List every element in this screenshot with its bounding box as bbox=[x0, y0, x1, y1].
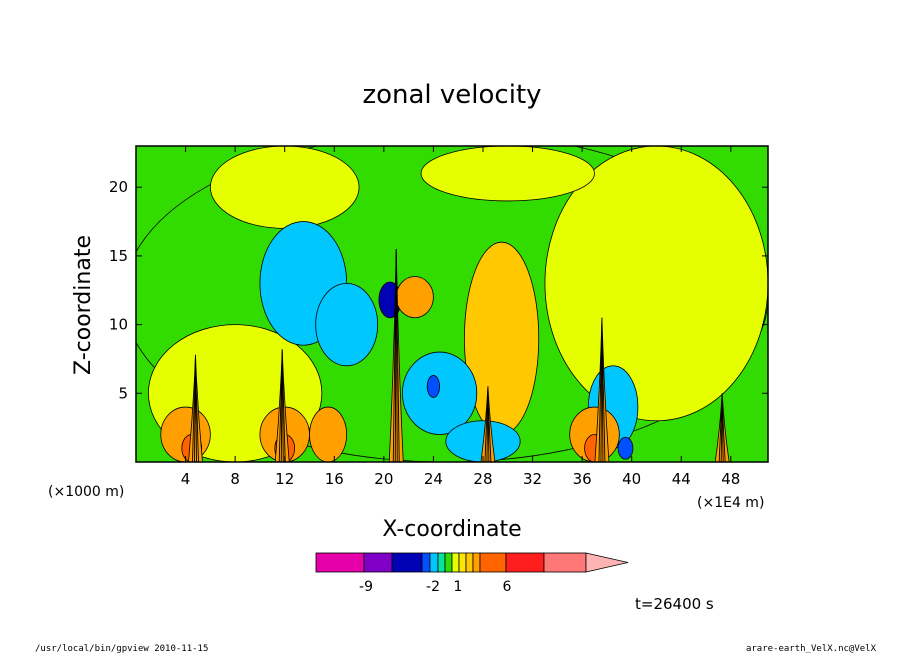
x-tick-label: 16 bbox=[325, 470, 344, 488]
y-tick-label: 5 bbox=[118, 384, 128, 402]
footer-left: /usr/local/bin/gpview 2010-11-15 bbox=[35, 644, 208, 654]
colorbar-cell bbox=[444, 552, 453, 573]
contour-region bbox=[617, 436, 634, 460]
contour-region bbox=[209, 146, 360, 229]
x-axis: 4 8 12 16 20 24 28 32 36 40 44 48 bbox=[181, 146, 740, 488]
plot-area bbox=[136, 146, 768, 462]
colorbar-cell bbox=[451, 552, 460, 573]
plume-contour bbox=[281, 358, 286, 462]
y-tick-label: 15 bbox=[109, 247, 128, 265]
colorbar-cell bbox=[458, 552, 467, 573]
colorbar-cell bbox=[429, 552, 439, 573]
y-tick-label: 20 bbox=[109, 178, 128, 196]
x-unit-left: (×1000 m) bbox=[48, 484, 124, 500]
contour-region bbox=[402, 351, 478, 435]
contour-region bbox=[315, 282, 379, 367]
x-tick-label: 12 bbox=[275, 470, 294, 488]
y-axis: 5 10 15 20 bbox=[109, 178, 768, 402]
colorbar-cell bbox=[465, 552, 474, 573]
x-tick-label: 24 bbox=[424, 470, 443, 488]
plume-contour bbox=[721, 402, 726, 462]
colorbar-cell bbox=[363, 552, 393, 573]
colorbar-cell bbox=[472, 552, 481, 573]
convective-plumes bbox=[188, 249, 730, 462]
x-tick-label: 8 bbox=[230, 470, 240, 488]
x-unit-right: (×1E4 m) bbox=[697, 495, 764, 511]
colorbar-label: 1 bbox=[454, 579, 463, 595]
chart-title: zonal velocity bbox=[362, 80, 541, 110]
x-tick-label: 40 bbox=[622, 470, 641, 488]
plume-contour bbox=[395, 258, 400, 462]
colorbar-cell bbox=[543, 552, 587, 573]
plume-contour bbox=[195, 363, 199, 462]
footer-right: arare-earth_VelX.nc@VelX bbox=[746, 644, 877, 654]
x-tick-label: 44 bbox=[672, 470, 691, 488]
plot-frame bbox=[135, 145, 769, 463]
colorbar-label: 6 bbox=[503, 579, 512, 595]
colorbar-cell bbox=[315, 552, 365, 573]
colorbar-cell bbox=[391, 552, 423, 573]
contour-region bbox=[420, 146, 595, 202]
contour-regions bbox=[136, 146, 768, 462]
x-tick-label: 48 bbox=[721, 470, 740, 488]
y-axis-label: Z-coordinate bbox=[71, 235, 96, 375]
colorbar-label: -2 bbox=[426, 579, 440, 595]
colorbar-cell bbox=[437, 552, 446, 573]
x-tick-label: 20 bbox=[374, 470, 393, 488]
contour-region bbox=[426, 375, 441, 398]
colorbar: -9 -2 1 6 bbox=[315, 552, 629, 595]
colorbar-cell bbox=[421, 552, 431, 573]
plume-contour bbox=[601, 326, 606, 462]
contour-region bbox=[309, 406, 348, 462]
x-tick-label: 28 bbox=[473, 470, 492, 488]
contour-region bbox=[395, 276, 434, 319]
plume-contour bbox=[487, 395, 492, 462]
x-tick-label: 32 bbox=[523, 470, 542, 488]
x-tick-label: 36 bbox=[573, 470, 592, 488]
x-axis-label: X-coordinate bbox=[382, 517, 521, 542]
x-tick-label: 4 bbox=[181, 470, 191, 488]
colorbar-label: -9 bbox=[359, 579, 373, 595]
colorbar-cell bbox=[479, 552, 507, 573]
colorbar-cell bbox=[505, 552, 545, 573]
colorbar-arrow bbox=[585, 552, 629, 573]
time-label: t=26400 s bbox=[635, 595, 714, 613]
y-tick-label: 10 bbox=[109, 316, 128, 334]
